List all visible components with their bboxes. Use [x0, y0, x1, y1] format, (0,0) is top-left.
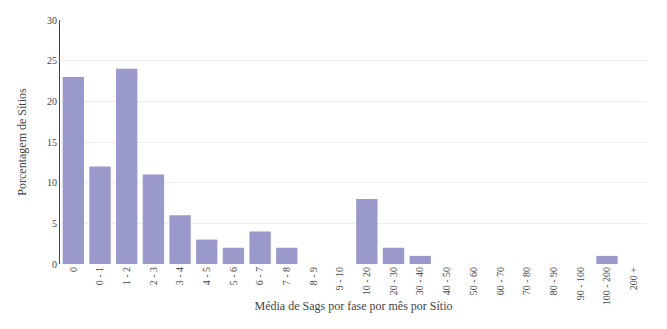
svg-text:30 - 40: 30 - 40 [414, 267, 425, 295]
svg-text:20: 20 [47, 96, 57, 107]
svg-text:3 - 4: 3 - 4 [174, 267, 185, 285]
svg-text:6 - 7: 6 - 7 [254, 267, 265, 285]
svg-text:10: 10 [47, 177, 57, 188]
svg-text:80 - 90: 80 - 90 [548, 267, 559, 295]
svg-text:90 - 100: 90 - 100 [575, 267, 586, 300]
svg-text:1 - 2: 1 - 2 [121, 267, 132, 285]
svg-text:Média de Sags por fase por mês: Média de Sags por fase por mês por Sítio [255, 299, 453, 313]
svg-text:30: 30 [47, 15, 57, 26]
svg-text:5: 5 [52, 218, 57, 229]
svg-text:0: 0 [52, 259, 57, 270]
svg-text:5 - 6: 5 - 6 [228, 267, 239, 285]
svg-text:40 - 50: 40 - 50 [441, 267, 452, 295]
svg-text:20 - 30: 20 - 30 [388, 267, 399, 295]
svg-text:15: 15 [47, 137, 57, 148]
svg-text:50 - 60: 50 - 60 [468, 267, 479, 295]
svg-text:2 - 3: 2 - 3 [148, 267, 159, 285]
svg-text:Porcentagem de Sítios: Porcentagem de Sítios [15, 88, 29, 196]
svg-text:70 - 80: 70 - 80 [521, 267, 532, 295]
svg-text:10 - 20: 10 - 20 [361, 267, 372, 295]
svg-text:8 - 9: 8 - 9 [308, 267, 319, 285]
svg-text:9 - 10: 9 - 10 [334, 267, 345, 290]
svg-text:100 - 200: 100 - 200 [601, 267, 612, 305]
svg-text:200 +: 200 + [628, 267, 639, 291]
svg-text:0: 0 [68, 267, 79, 272]
svg-text:25: 25 [47, 55, 57, 66]
svg-text:0 - 1: 0 - 1 [94, 267, 105, 285]
svg-text:60 - 70: 60 - 70 [495, 267, 506, 295]
svg-text:4 - 5: 4 - 5 [201, 267, 212, 285]
svg-text:7 - 8: 7 - 8 [281, 267, 292, 285]
